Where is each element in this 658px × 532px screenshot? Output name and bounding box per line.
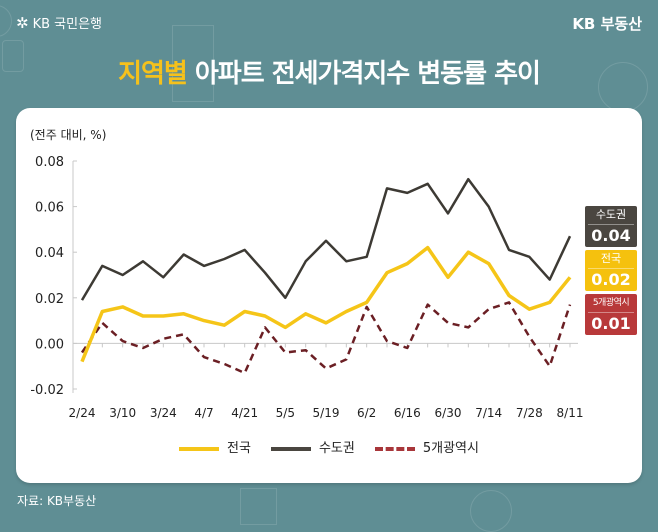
legend-label: 전국 xyxy=(227,441,251,457)
legend-item-five-metro: 5개광역시 xyxy=(375,441,479,457)
legend-swatch xyxy=(271,447,311,451)
end-label-value: 0.04 xyxy=(585,225,637,247)
x-tick-label: 6/30 xyxy=(435,406,462,420)
legend-label: 5개광역시 xyxy=(423,441,479,457)
y-tick-label: 0.06 xyxy=(35,201,64,216)
y-tick-label: 0.02 xyxy=(35,292,64,307)
x-tick-label: 8/11 xyxy=(557,406,584,420)
end-label-five-metro: 5개광역시 0.01 xyxy=(585,294,637,335)
x-tick-label: 4/7 xyxy=(194,406,213,420)
legend-label: 수도권 xyxy=(319,441,355,457)
chart-legend: 전국 수도권 5개광역시 xyxy=(0,441,658,457)
end-label-name: 전국 xyxy=(588,250,634,269)
x-tick-label: 3/24 xyxy=(150,406,177,420)
legend-swatch xyxy=(375,447,415,451)
series-line-capital-area xyxy=(82,179,570,300)
end-label-name: 수도권 xyxy=(588,206,634,225)
end-label-national: 전국 0.02 xyxy=(585,250,637,291)
y-tick-label: 0.04 xyxy=(35,246,64,261)
x-tick-label: 3/10 xyxy=(109,406,136,420)
y-tick-label: -0.02 xyxy=(30,383,64,398)
end-label-capital-area: 수도권 0.04 xyxy=(585,206,637,247)
x-tick-label: 2/24 xyxy=(69,406,96,420)
y-tick-label: 0.08 xyxy=(35,155,64,170)
legend-item-national: 전국 xyxy=(179,441,251,457)
end-label-value: 0.01 xyxy=(585,313,637,335)
x-tick-label: 6/2 xyxy=(357,406,376,420)
x-tick-label: 7/14 xyxy=(475,406,502,420)
x-tick-label: 7/28 xyxy=(516,406,543,420)
x-tick-label: 5/19 xyxy=(313,406,340,420)
legend-swatch xyxy=(179,447,219,451)
x-tick-label: 5/5 xyxy=(276,406,295,420)
legend-item-capital-area: 수도권 xyxy=(271,441,355,457)
end-label-name: 5개광역시 xyxy=(588,294,634,313)
series-line-five-metro xyxy=(82,302,570,373)
x-tick-label: 6/16 xyxy=(394,406,421,420)
y-tick-label: 0.00 xyxy=(35,337,64,352)
source-note: 자료: KB부동산 xyxy=(17,494,96,508)
end-label-value: 0.02 xyxy=(585,269,637,291)
x-tick-label: 4/21 xyxy=(231,406,258,420)
